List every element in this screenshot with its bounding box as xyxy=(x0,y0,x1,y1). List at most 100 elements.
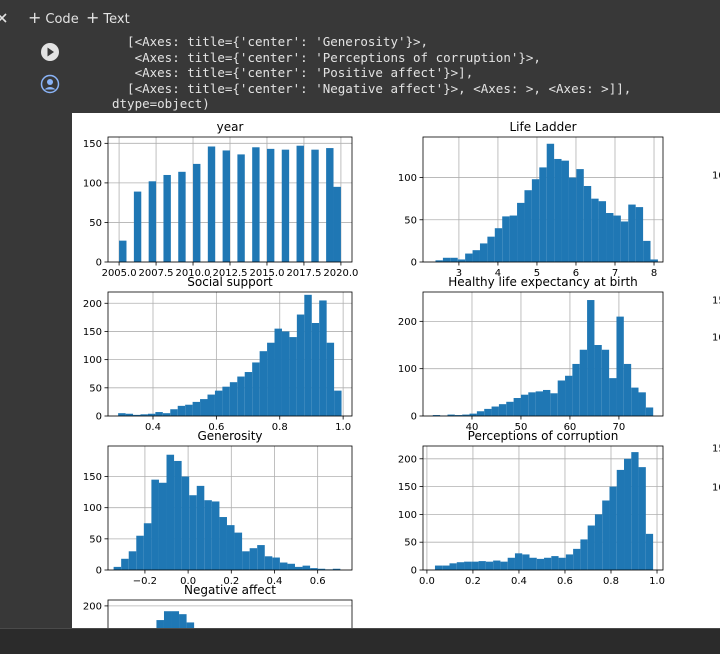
add-code-button[interactable]: + Code xyxy=(28,8,79,27)
bar xyxy=(454,415,463,416)
y-tick-label: 50 xyxy=(89,383,102,394)
bar xyxy=(465,253,473,262)
bar xyxy=(638,392,646,416)
bar xyxy=(177,405,186,416)
bar xyxy=(493,560,501,570)
bar xyxy=(479,243,488,262)
bar xyxy=(616,316,624,416)
bar xyxy=(506,401,514,416)
x-tick-label: 0.0 xyxy=(419,576,435,587)
bar xyxy=(332,568,341,570)
bar xyxy=(572,363,580,416)
y-tick-label: 200 xyxy=(83,299,102,310)
bar xyxy=(133,191,142,262)
bar xyxy=(602,500,610,570)
bar xyxy=(568,177,577,262)
bar xyxy=(252,362,260,416)
bar xyxy=(507,557,515,570)
bar xyxy=(264,556,273,570)
bar xyxy=(148,181,157,262)
chart-title: Generosity xyxy=(197,429,262,443)
bar xyxy=(304,294,312,416)
output-line: dtype=object) xyxy=(112,96,210,112)
bar xyxy=(554,158,562,262)
bar xyxy=(189,495,197,570)
bar xyxy=(136,535,144,570)
bar xyxy=(133,414,141,416)
axes-frame xyxy=(107,599,353,628)
bar xyxy=(442,565,450,570)
bar xyxy=(579,349,588,416)
bar xyxy=(502,216,510,262)
add-text-button[interactable]: + Text xyxy=(86,8,130,27)
bar xyxy=(326,342,335,416)
bar xyxy=(128,551,137,570)
y-tick-label: 0 xyxy=(411,412,417,423)
bar xyxy=(244,372,253,416)
bar xyxy=(539,167,547,262)
bar xyxy=(643,240,651,262)
bar xyxy=(294,566,303,570)
bar xyxy=(143,523,152,570)
close-icon[interactable] xyxy=(0,12,8,26)
chart-title: year xyxy=(217,120,244,134)
bar xyxy=(500,561,508,570)
bar xyxy=(289,337,297,416)
x-tick-label: 8 xyxy=(651,268,657,279)
x-tick-label: 0.6 xyxy=(310,576,326,587)
bar xyxy=(113,566,122,570)
bar xyxy=(528,392,536,416)
bar xyxy=(119,240,127,262)
bar xyxy=(204,500,212,570)
bar xyxy=(442,257,451,262)
bar xyxy=(631,452,639,570)
run-button[interactable] xyxy=(40,42,60,62)
bar xyxy=(281,331,290,416)
bar xyxy=(487,236,495,262)
output-icon xyxy=(40,74,60,94)
x-tick-label: 60 xyxy=(564,422,577,433)
clipped-tick-label: 10 xyxy=(712,171,720,182)
bar xyxy=(472,250,480,262)
bar xyxy=(178,171,186,262)
figure: year 2005.0 2007.5 2010.0 2012.5 2015.0 2017.5… xyxy=(72,113,720,628)
bar xyxy=(166,454,175,570)
x-tick-label: 0.0 xyxy=(180,576,196,587)
y-tick-label: 200 xyxy=(398,317,417,328)
y-tick-label: 200 xyxy=(83,601,102,612)
clipped-tick-label: 10 xyxy=(712,483,720,494)
y-tick-label: 150 xyxy=(83,327,102,338)
button-label: Code xyxy=(45,12,79,27)
bar xyxy=(296,314,305,416)
y-tick-label: 50 xyxy=(89,218,102,229)
bar xyxy=(594,345,602,416)
bar xyxy=(613,215,621,262)
x-tick-label: 2017.5 xyxy=(286,268,321,279)
axes-frame xyxy=(107,291,353,417)
bar xyxy=(546,143,555,262)
y-tick-label: 0 xyxy=(96,258,102,269)
bar xyxy=(536,558,545,570)
x-tick-label: 0.8 xyxy=(272,422,288,433)
x-tick-label: 2020.0 xyxy=(323,268,358,279)
y-tick-label: 100 xyxy=(398,364,417,375)
bar xyxy=(259,351,268,416)
bar xyxy=(544,557,552,570)
bar xyxy=(237,154,245,262)
output-line: [<Axes: title={'center': 'Generosity'}>, xyxy=(112,34,429,49)
chart-title: Healthy life expectancy at birth xyxy=(448,275,638,289)
bar xyxy=(535,391,543,416)
axes-frame xyxy=(422,291,664,417)
x-tick-label: 1.0 xyxy=(649,576,665,587)
bar xyxy=(432,415,441,416)
x-tick-label: 7 xyxy=(612,268,618,279)
bar xyxy=(650,259,658,262)
bar xyxy=(462,414,470,416)
y-tick-label: 150 xyxy=(398,482,417,493)
bar xyxy=(620,221,629,262)
bar xyxy=(645,407,654,416)
bar xyxy=(317,568,326,570)
bar xyxy=(551,556,559,570)
bar xyxy=(464,561,472,570)
